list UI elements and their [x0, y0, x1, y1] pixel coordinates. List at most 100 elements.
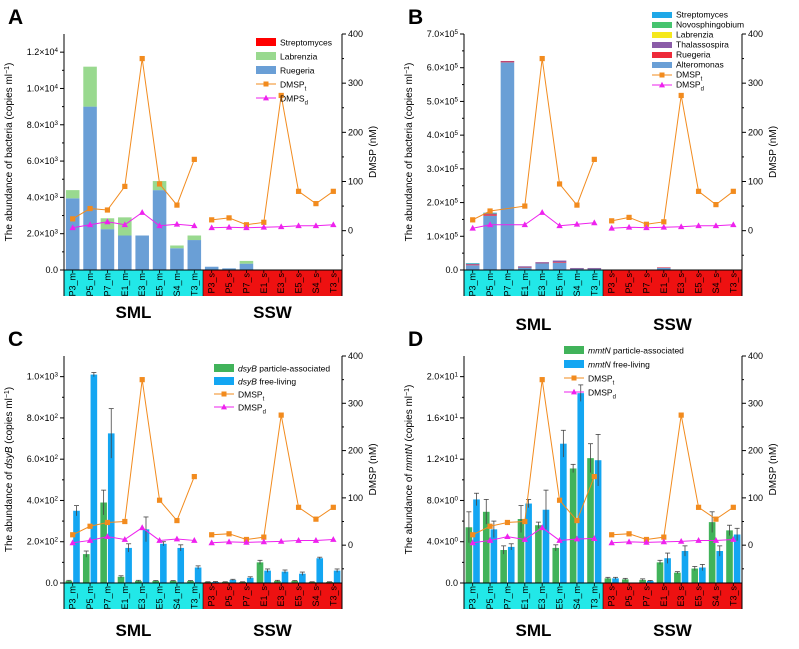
y-axis-label: The abundance of dsyB (copies ml−1) [4, 387, 16, 552]
dmspd-point [486, 221, 494, 228]
bar-particle-s4_s [308, 581, 316, 583]
bar-alteromonas-e3_m [535, 262, 549, 270]
legend-swatch [652, 22, 672, 28]
x-tick-label: E1_m [520, 273, 530, 297]
dmspd-point [121, 221, 129, 228]
x-tick-label: P7_s [241, 586, 251, 607]
y-axis-label: The abundance of bacteria (copies ml−1) [4, 63, 16, 242]
bar-labrenzia-s4_m [170, 245, 184, 249]
y2-tick-label: 200 [748, 446, 763, 456]
dmspd-line [469, 524, 737, 546]
y-tick-label: 1.0×103 [27, 371, 59, 382]
legend-marker [263, 94, 269, 101]
dmspd-point [730, 536, 737, 542]
dmspt-point [487, 208, 493, 214]
dmspd-point [677, 537, 685, 544]
legend-label: DMSPt [280, 80, 307, 93]
y-tick-label: 8.0×103 [27, 119, 59, 129]
bar-thalassospira-e3_m [535, 262, 549, 263]
dmspt-point [70, 216, 76, 222]
bar-particle-t3_m [187, 580, 194, 583]
dmspd-point [330, 221, 337, 228]
group-label-ssw: SSW [653, 315, 693, 334]
dmspt-point [87, 205, 93, 212]
y-tick-label: 1.2×101 [427, 454, 459, 465]
bar-particle-t3_s [326, 581, 333, 583]
dmspt-point [678, 92, 684, 99]
dmspt-point [278, 92, 284, 99]
legend-label: mmtN particle-associated [588, 346, 684, 356]
bar-particle-p5_s [221, 581, 229, 583]
x-tick-label: P5_m [485, 273, 495, 297]
y2-tick-label: 0 [748, 226, 753, 236]
panel-c: C 0.0 2.0×102 4.0×102 6.0×102 8.0×102 1.0×103 0… [4, 328, 380, 640]
x-tick-label: E5_s [694, 273, 704, 294]
dmspt-line [70, 55, 336, 228]
dmspd-point [173, 220, 181, 227]
x-tick-label: S4_s [311, 586, 321, 607]
bar-ruegeria-e1_m [518, 266, 532, 268]
dmspt-point [591, 156, 597, 162]
x-tick-label: T3_m [189, 273, 199, 296]
x-tick-label: E3_s [276, 586, 286, 607]
x-tick-label: E3_s [676, 586, 686, 607]
dmspd-point [260, 223, 268, 230]
x-tick-label: E5_m [155, 273, 165, 297]
sml-band [464, 583, 603, 609]
dmspt-point [643, 221, 650, 227]
y2-tick-label: 400 [748, 29, 763, 39]
y-tick-label: 6.0×102 [27, 454, 59, 465]
dmspt-point [661, 534, 667, 540]
bar-free-e3_m [142, 529, 150, 583]
bar-particle-e1_m [517, 519, 525, 583]
dmspd-line [469, 209, 737, 231]
bar-particle-e5_m [152, 580, 160, 583]
dmspd-polyline [611, 224, 734, 229]
dmspt-point [556, 497, 563, 503]
dmspd-point [156, 537, 163, 543]
bar-particle-p7_s [639, 579, 646, 583]
y-tick-label: 1.0×105 [427, 231, 459, 242]
legend-swatch [256, 52, 276, 60]
x-tick-label: P7_m [102, 273, 112, 297]
panel-letter: D [408, 328, 423, 351]
bar-free-p5_s [229, 579, 237, 583]
dmspt-point [209, 217, 215, 223]
legend: mmtN particle-associated mmtN free-living… [564, 346, 684, 401]
bar-particle-e3_s [674, 572, 681, 583]
dmspd-point [625, 223, 633, 230]
bar-particle-e1_s [656, 562, 664, 583]
legend-label: Novosphingobium [676, 20, 744, 30]
bar-particle-e1_m [117, 576, 125, 583]
bar-free-p3_s [612, 578, 619, 583]
dmspt-point [591, 473, 597, 480]
dmspt-point [139, 55, 145, 62]
dmspd-line [69, 524, 337, 546]
x-tick-label: T3_s [328, 273, 338, 294]
bar-free-e5_s [299, 573, 306, 583]
dmspt-point [522, 203, 528, 209]
group-label-ssw: SSW [253, 303, 293, 322]
y2-axis-label: DMSP (nM) [368, 126, 379, 178]
bar-particle-p5_s [621, 579, 629, 583]
x-tick-label: E3_m [137, 586, 147, 610]
y2-tick-label: 100 [348, 177, 363, 187]
y2-axis-label: DMSP (nM) [368, 443, 379, 495]
dmspt-point [139, 377, 145, 383]
x-tick-label: E3_m [537, 273, 547, 297]
x-tick-label: P3_s [207, 273, 217, 294]
bar-labrenzia-p5_m [83, 66, 97, 107]
dmspd-point [104, 533, 111, 540]
bar-streptomyces-p3_m [465, 263, 480, 264]
x-tick-label: P7_m [502, 273, 512, 297]
bar-free-e1_s [664, 558, 671, 583]
dmspd-point [277, 537, 285, 544]
legend-label: DMSPd [588, 388, 616, 401]
dmspd-point [312, 222, 320, 229]
dmspt-point [470, 532, 476, 538]
dmspt-point [261, 534, 267, 540]
dmspd-point [191, 222, 198, 229]
dmspt-point [504, 519, 511, 526]
bar-particle-p5_m [82, 554, 90, 583]
bar-particle-p7_m [100, 502, 107, 583]
